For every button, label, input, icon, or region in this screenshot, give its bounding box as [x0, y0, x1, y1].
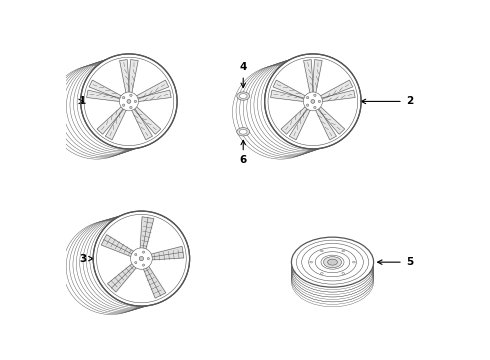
Ellipse shape: [352, 261, 355, 263]
Polygon shape: [320, 90, 355, 102]
Ellipse shape: [265, 54, 361, 149]
Ellipse shape: [118, 291, 120, 292]
Polygon shape: [107, 262, 138, 292]
Ellipse shape: [143, 251, 145, 253]
Polygon shape: [319, 80, 353, 100]
Polygon shape: [304, 60, 314, 94]
Polygon shape: [281, 106, 309, 134]
Ellipse shape: [306, 104, 309, 106]
Text: 5: 5: [378, 257, 413, 267]
Ellipse shape: [314, 94, 316, 96]
Ellipse shape: [323, 257, 342, 268]
Ellipse shape: [328, 259, 338, 265]
Polygon shape: [97, 106, 125, 134]
Polygon shape: [312, 60, 322, 94]
Polygon shape: [289, 107, 311, 140]
Text: 4: 4: [240, 63, 247, 87]
Ellipse shape: [130, 94, 132, 96]
Ellipse shape: [122, 104, 125, 106]
Ellipse shape: [130, 248, 152, 269]
Text: 3: 3: [79, 253, 93, 264]
Polygon shape: [317, 106, 344, 134]
Ellipse shape: [310, 261, 313, 263]
Ellipse shape: [135, 261, 137, 264]
Polygon shape: [87, 90, 122, 102]
Ellipse shape: [147, 257, 149, 260]
Polygon shape: [105, 107, 127, 140]
Polygon shape: [120, 60, 129, 94]
Ellipse shape: [237, 127, 249, 136]
Ellipse shape: [135, 253, 137, 256]
Polygon shape: [133, 106, 161, 134]
Polygon shape: [136, 90, 171, 102]
Ellipse shape: [93, 211, 190, 306]
Ellipse shape: [116, 256, 117, 257]
Ellipse shape: [303, 92, 322, 111]
Polygon shape: [315, 107, 337, 140]
Ellipse shape: [81, 54, 177, 149]
Ellipse shape: [49, 65, 145, 159]
Ellipse shape: [237, 92, 249, 100]
Polygon shape: [131, 107, 152, 140]
Polygon shape: [149, 246, 184, 260]
Polygon shape: [128, 60, 138, 94]
Ellipse shape: [239, 94, 247, 99]
Ellipse shape: [117, 242, 119, 243]
Polygon shape: [273, 80, 307, 100]
Ellipse shape: [342, 250, 344, 252]
Ellipse shape: [320, 250, 323, 252]
Ellipse shape: [342, 273, 344, 274]
Text: 6: 6: [240, 140, 247, 165]
Polygon shape: [140, 217, 154, 251]
Ellipse shape: [306, 96, 309, 99]
Ellipse shape: [314, 106, 316, 109]
Ellipse shape: [63, 221, 159, 315]
Ellipse shape: [117, 285, 119, 286]
Ellipse shape: [292, 257, 373, 307]
Polygon shape: [89, 80, 123, 100]
Polygon shape: [135, 80, 169, 100]
Ellipse shape: [232, 65, 329, 159]
Text: 2: 2: [361, 96, 413, 107]
Ellipse shape: [239, 129, 247, 134]
Ellipse shape: [320, 273, 323, 274]
Text: 1: 1: [79, 96, 86, 107]
Ellipse shape: [118, 236, 120, 238]
Ellipse shape: [134, 100, 137, 103]
Ellipse shape: [130, 106, 132, 109]
Ellipse shape: [115, 263, 117, 265]
Ellipse shape: [116, 271, 117, 273]
Ellipse shape: [318, 100, 320, 103]
Ellipse shape: [311, 99, 315, 103]
Ellipse shape: [120, 92, 139, 111]
Ellipse shape: [120, 294, 121, 296]
Ellipse shape: [116, 248, 118, 249]
Polygon shape: [143, 265, 166, 298]
Ellipse shape: [143, 264, 145, 266]
Ellipse shape: [139, 256, 144, 261]
Ellipse shape: [292, 237, 373, 287]
Polygon shape: [101, 235, 135, 257]
Ellipse shape: [116, 278, 118, 280]
Polygon shape: [270, 90, 306, 102]
Ellipse shape: [122, 96, 125, 99]
Ellipse shape: [120, 232, 121, 233]
Ellipse shape: [127, 99, 131, 103]
